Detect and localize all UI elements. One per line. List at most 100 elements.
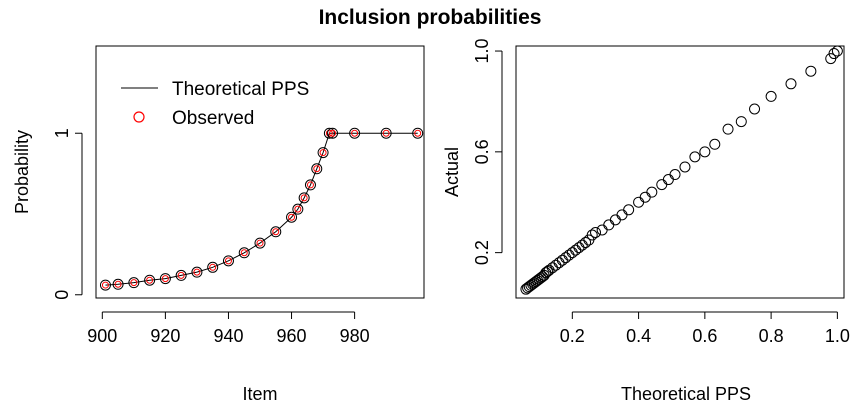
scatter-point <box>749 103 761 115</box>
scatter-point <box>679 161 691 173</box>
observed-point <box>323 127 335 139</box>
scatter-point <box>656 179 668 191</box>
right-y-axis: 0.2 0.6 1.0 <box>472 39 503 265</box>
scatter-point <box>570 244 582 256</box>
observed-point-red <box>114 280 122 288</box>
observed-point-red <box>325 129 333 137</box>
observed-point <box>317 147 329 159</box>
scatter-point <box>722 123 734 135</box>
observed-point <box>327 127 339 139</box>
right-x-label: Theoretical PPS <box>621 384 751 404</box>
left-y-tick-label: 0 <box>52 290 72 300</box>
scatter-point <box>831 45 843 57</box>
observed-point-red <box>272 228 280 236</box>
observed-point <box>159 273 171 285</box>
observed-point <box>128 277 140 289</box>
right-plot: 0.2 0.4 0.6 0.8 1.0 0.2 0.6 1.0 Theoretical PP… <box>442 39 850 404</box>
right-plot-box <box>515 45 845 299</box>
right-y-label: Actual <box>442 147 462 197</box>
right-y-tick-label: 1.0 <box>472 39 492 64</box>
observed-point-red <box>256 239 264 247</box>
scatter-point <box>580 237 592 249</box>
observed-point-red <box>224 257 232 265</box>
observed-point <box>292 203 304 215</box>
scatter-point <box>603 219 615 231</box>
figure-title: Inclusion probabilities <box>319 6 542 29</box>
left-y-label: Probability <box>12 130 32 214</box>
observed-point-red <box>306 181 314 189</box>
observed-point-red <box>351 129 359 137</box>
right-y-tick-label: 0.2 <box>472 240 492 265</box>
observed-point <box>311 163 323 175</box>
observed-point <box>286 211 298 223</box>
scatter-point <box>689 151 701 163</box>
observed-point <box>304 179 316 191</box>
observed-point <box>412 127 424 139</box>
observed-point <box>144 274 156 286</box>
observed-point <box>222 255 234 267</box>
observed-point-red <box>161 275 169 283</box>
observed-point-red <box>414 129 422 137</box>
scatter-point <box>828 48 840 60</box>
observed-point-red <box>294 205 302 213</box>
scatter-point <box>805 65 817 77</box>
legend: Theoretical PPS Observed <box>121 79 309 129</box>
actual-vs-theoretical-points <box>520 45 843 295</box>
scatter-point <box>566 247 578 259</box>
observed-point-red <box>329 129 337 137</box>
scatter-point <box>639 191 651 203</box>
scatter-point <box>563 249 575 261</box>
scatter-point <box>699 146 711 158</box>
observed-point-red <box>101 281 109 289</box>
observed-point-red <box>130 279 138 287</box>
observed-point-red <box>146 276 154 284</box>
left-x-tick-label: 940 <box>213 326 243 346</box>
scatter-point <box>633 196 645 208</box>
left-x-tick-label: 980 <box>340 326 370 346</box>
scatter-point <box>669 169 681 181</box>
left-x-tick-label: 920 <box>150 326 180 346</box>
left-x-axis: 900 920 940 960 980 <box>87 311 370 346</box>
observed-point <box>175 269 187 281</box>
legend-label-theoretical: Theoretical PPS <box>172 79 309 100</box>
scatter-point <box>662 174 674 186</box>
observed-point <box>238 247 250 259</box>
observed-point <box>112 278 124 290</box>
observed-point-red <box>382 129 390 137</box>
observed-point-red <box>313 165 321 173</box>
scatter-point <box>586 229 598 241</box>
observed-point-red <box>193 268 201 276</box>
left-y-axis: 01 <box>52 128 83 300</box>
right-x-tick-label: 0.8 <box>759 326 784 346</box>
legend-label-observed: Observed <box>172 108 254 129</box>
left-x-tick-label: 900 <box>87 326 117 346</box>
observed-point <box>207 261 219 273</box>
observed-point-red <box>177 271 185 279</box>
left-plot-box <box>95 45 425 299</box>
scatter-point <box>616 209 628 221</box>
observed-point <box>191 266 203 278</box>
scatter-point <box>560 252 572 264</box>
scatter-point <box>765 90 777 102</box>
left-plot: 900 920 940 960 980 01 Item Probability Theo… <box>12 45 425 404</box>
left-x-tick-label: 960 <box>277 326 307 346</box>
scatter-point <box>735 116 747 128</box>
scatter-point <box>576 239 588 251</box>
right-x-tick-label: 1.0 <box>825 326 850 346</box>
observed-point <box>99 279 111 291</box>
observed-point-red <box>300 194 308 202</box>
observed-point-red <box>240 249 248 257</box>
scatter-point <box>609 214 621 226</box>
right-x-tick-label: 0.6 <box>692 326 717 346</box>
left-y-tick-label: 1 <box>52 128 72 138</box>
scatter-point <box>573 242 585 254</box>
theoretical-pps-path <box>105 132 418 286</box>
legend-point-swatch <box>133 111 145 123</box>
right-x-tick-label: 0.2 <box>560 326 585 346</box>
scatter-point <box>553 257 565 269</box>
scatter-point <box>646 186 658 198</box>
scatter-point <box>590 226 602 238</box>
left-x-label: Item <box>242 384 277 404</box>
scatter-point <box>785 78 797 90</box>
